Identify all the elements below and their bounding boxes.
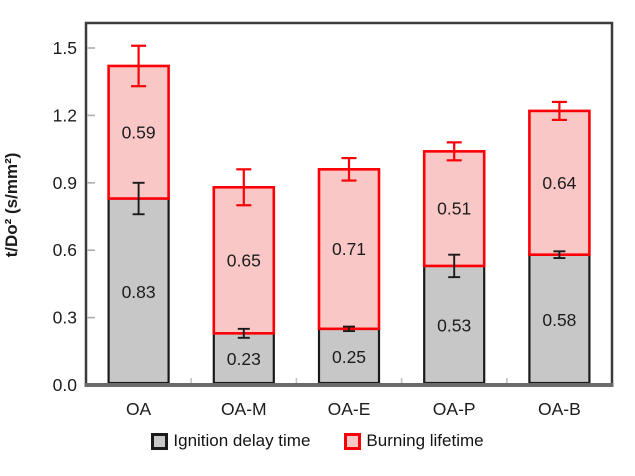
- x-category-label-OA-B: OA-B: [538, 399, 581, 419]
- value-label-ignition-OA-M: 0.23: [227, 349, 261, 369]
- value-label-ignition-OA-B: 0.58: [542, 310, 576, 330]
- value-label-ignition-OA-P: 0.53: [437, 315, 471, 335]
- y-tick-label: 0.6: [53, 240, 77, 260]
- bar-ignition-OA-E: [317, 327, 381, 385]
- y-tick-label: 1.2: [53, 105, 77, 125]
- value-label-burning-OA-M: 0.65: [227, 250, 261, 270]
- value-label-ignition-OA: 0.83: [122, 282, 156, 302]
- y-tick-label: 0.9: [53, 173, 77, 193]
- y-tick-label: 0.0: [53, 375, 78, 395]
- legend: Ignition delay time Burning lifetime: [0, 431, 635, 451]
- legend-item-ignition-delay-time: Ignition delay time: [151, 431, 310, 451]
- bar-ignition-OA-M: [212, 332, 275, 385]
- value-label-burning-OA: 0.59: [122, 122, 156, 142]
- value-label-ignition-OA-E: 0.25: [332, 347, 366, 367]
- y-tick-label: 1.5: [53, 38, 77, 58]
- y-tick-label: 0.3: [53, 308, 77, 328]
- bar-burning-OA-B: [528, 109, 591, 256]
- value-label-burning-OA-E: 0.71: [332, 239, 366, 259]
- value-label-burning-OA-B: 0.64: [542, 173, 576, 193]
- ignition-delay-swatch-icon: [151, 432, 169, 450]
- legend-item-burning-lifetime: Burning lifetime: [344, 431, 484, 451]
- legend-label-ignition-delay-time: Ignition delay time: [173, 431, 311, 450]
- bar-ignition-OA-P: [423, 264, 486, 385]
- legend-label-burning-lifetime: Burning lifetime: [366, 431, 484, 450]
- bar-burning-OA-P: [422, 150, 486, 268]
- x-category-label-OA-E: OA-E: [328, 399, 371, 419]
- x-category-label-OA-M: OA-M: [221, 399, 267, 419]
- bar-burning-OA-M: [212, 185, 276, 335]
- x-category-label-OA-P: OA-P: [433, 399, 476, 419]
- burning-lifetime-swatch-icon: [344, 432, 362, 450]
- value-label-burning-OA-P: 0.51: [437, 199, 471, 219]
- x-category-label-OA: OA: [126, 399, 152, 419]
